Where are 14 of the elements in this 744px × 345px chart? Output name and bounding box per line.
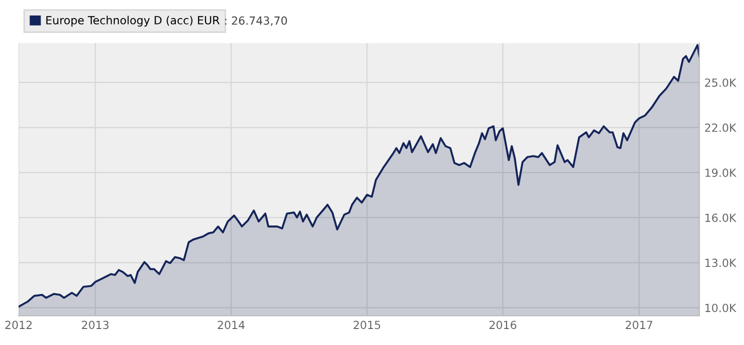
x-tick-label: 2015 — [354, 320, 380, 330]
y-tick-label: 22.0K — [705, 123, 736, 132]
y-tick-label: 10.0K — [705, 304, 736, 312]
legend-label: Europe Technology D (acc) EUR — [46, 16, 220, 27]
y-tick-label: 13.0K — [705, 258, 736, 268]
y-tick-label: 25.0K — [705, 78, 736, 87]
x-tick-label: 2016 — [490, 320, 516, 330]
x-tick-label: 2014 — [218, 320, 245, 330]
x-tick-label: 2013 — [82, 320, 109, 330]
y-tick-label: 19.0K — [705, 168, 736, 177]
text: : 26.743,70 — [225, 16, 287, 26]
x-tick-label: 2012 — [5, 320, 32, 330]
y-tick-label: 16.0K — [705, 214, 736, 222]
x-tick-label: 2017 — [626, 320, 652, 330]
